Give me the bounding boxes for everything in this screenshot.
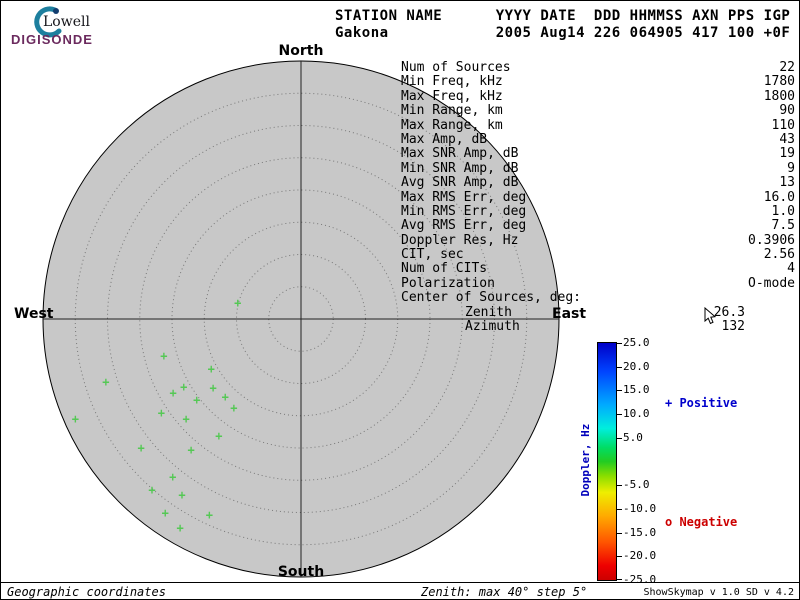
coordinates-mode-label: Geographic coordinates — [7, 585, 166, 599]
parameters-panel: Num of Sources 22 Min Freq, kHz 1780 Max Fre… — [401, 60, 795, 335]
legend-positive: + Positive — [665, 396, 738, 410]
param-row: Avg RMS Err, deg 7.5 — [401, 218, 795, 234]
compass-label-south: South — [277, 564, 325, 580]
zenith-scale-label: Zenith: max 40° step 5° — [421, 585, 588, 599]
param-value: 110 — [771, 117, 795, 133]
logo-swoosh-icon — [34, 6, 62, 38]
param-row: Polarization O-mode — [401, 275, 795, 291]
compass-label-east: East — [552, 306, 587, 322]
param-row: Max Freq, kHz 1800 — [401, 88, 795, 104]
param-label: Zenith — [465, 304, 512, 320]
logo-lowell-text: Lowell — [43, 14, 90, 30]
logo-digisonde-text: DIGISONDE — [11, 32, 93, 47]
compass-label-west: West — [14, 306, 54, 322]
param-value: 43 — [779, 131, 795, 147]
param-value: O-mode — [748, 275, 795, 291]
param-value: 9 — [787, 160, 795, 176]
legend-negative: o Negative — [665, 515, 738, 529]
colorbar-axis-title: Doppler, Hz — [579, 423, 592, 497]
doppler-colorbar — [597, 342, 622, 581]
param-value: 1800 — [763, 88, 795, 104]
colorbar-tick-labels: 25.0 20.0 15.0 10.0 5.0 -5.0 -10.0 -15.0 -20.0 -2… — [623, 336, 669, 586]
param-label: Min SNR Amp, dB — [401, 160, 519, 176]
colorbar-tick-label: -15.0 — [623, 525, 657, 539]
colorbar-tick-mark — [617, 532, 622, 534]
param-row: Num of Sources 22 — [401, 60, 795, 75]
header-field-names: STATION NAME YYYY DATE DDD HHMMSS AXN PP… — [335, 8, 791, 24]
param-value: 26.3 — [713, 304, 745, 320]
param-value: 22 — [779, 60, 795, 75]
colorbar-tick-mark — [617, 437, 622, 439]
footer-divider — [1, 582, 799, 583]
param-row: Max RMS Err, deg 16.0 — [401, 189, 795, 205]
mouse-cursor-icon — [704, 307, 717, 325]
param-label: Num of CITs — [401, 261, 488, 277]
param-value: 4 — [787, 261, 795, 277]
colorbar-tick-mark — [617, 485, 622, 487]
param-row: Doppler Res, Hz 0.3906 — [401, 232, 795, 248]
colorbar-tick-mark — [617, 579, 622, 580]
param-label: Max Range, km — [401, 117, 503, 133]
param-label: Min RMS Err, deg — [401, 203, 527, 219]
colorbar-tick-mark — [617, 414, 622, 416]
param-label: Avg SNR Amp, dB — [401, 175, 519, 191]
param-row: Avg SNR Amp, dB 13 — [401, 175, 795, 191]
param-row: Max SNR Amp, dB 19 — [401, 146, 795, 162]
param-label: Polarization — [401, 275, 495, 291]
param-label: Center of Sources, deg: — [401, 290, 582, 306]
param-row: CIT, sec 2.56 — [401, 247, 795, 263]
param-row: Zenith 26.3 — [401, 304, 795, 320]
software-version-label: ShowSkymap v 1.0 SD v 4.2 — [643, 587, 794, 598]
colorbar-tick-label: 25.0 — [623, 336, 650, 349]
header-field-values: Gakona 2005 Aug14 226 064905 417 100 +0F — [335, 25, 791, 41]
param-value: 0.3906 — [748, 232, 795, 248]
colorbar-tick-mark — [617, 508, 622, 510]
colorbar-tick-label: -10.0 — [623, 501, 657, 515]
param-value: 13 — [779, 175, 795, 191]
param-label: Num of Sources — [401, 60, 511, 75]
param-label: Min Freq, kHz — [401, 74, 503, 90]
param-row: Num of CITs 4 — [401, 261, 795, 277]
param-value: 7.5 — [771, 218, 795, 234]
lowell-digisonde-logo: Lowell DIGISONDE — [9, 5, 129, 49]
param-row: Max Amp, dB 43 — [401, 131, 795, 147]
param-row: Max Range, km 110 — [401, 117, 795, 133]
colorbar-tick-mark — [617, 366, 622, 368]
colorbar-tick-label: -25.0 — [623, 573, 657, 586]
colorbar-tick-mark — [617, 556, 622, 558]
param-row: Azimuth 132 — [401, 319, 795, 335]
colorbar-tick-label: -20.0 — [623, 549, 657, 563]
param-label: Min Range, km — [401, 103, 503, 119]
param-label: Max RMS Err, deg — [401, 189, 527, 205]
param-value: 1780 — [763, 74, 795, 90]
colorbar-tick-mark — [617, 343, 622, 344]
param-label: Max Amp, dB — [401, 131, 488, 147]
param-row: Min RMS Err, deg 1.0 — [401, 203, 795, 219]
param-value: 16.0 — [763, 189, 795, 205]
param-label: Max Freq, kHz — [401, 88, 503, 104]
param-value: 1.0 — [771, 203, 795, 219]
param-value: 132 — [721, 319, 745, 335]
param-label: Max SNR Amp, dB — [401, 146, 519, 162]
param-value: 19 — [779, 146, 795, 162]
colorbar-tick-label: 10.0 — [623, 407, 650, 421]
colorbar-tick-label: 20.0 — [623, 359, 650, 373]
param-value: 90 — [779, 103, 795, 119]
param-row: Min Range, km 90 — [401, 103, 795, 119]
colorbar-tick-label: 15.0 — [623, 383, 650, 397]
colorbar-tick-label: -5.0 — [623, 478, 650, 492]
param-label: Doppler Res, Hz — [401, 232, 519, 248]
param-row: Min Freq, kHz 1780 — [401, 74, 795, 90]
compass-label-north: North — [278, 43, 324, 59]
param-row: Min SNR Amp, dB 9 — [401, 160, 795, 176]
param-label: Avg RMS Err, deg — [401, 218, 527, 234]
param-value: 2.56 — [763, 247, 795, 263]
param-label: CIT, sec — [401, 247, 464, 263]
colorbar-tick-label: 5.0 — [623, 430, 643, 444]
param-row: Center of Sources, deg: — [401, 290, 795, 306]
colorbar-tick-mark — [617, 390, 622, 392]
param-label: Azimuth — [465, 319, 520, 335]
